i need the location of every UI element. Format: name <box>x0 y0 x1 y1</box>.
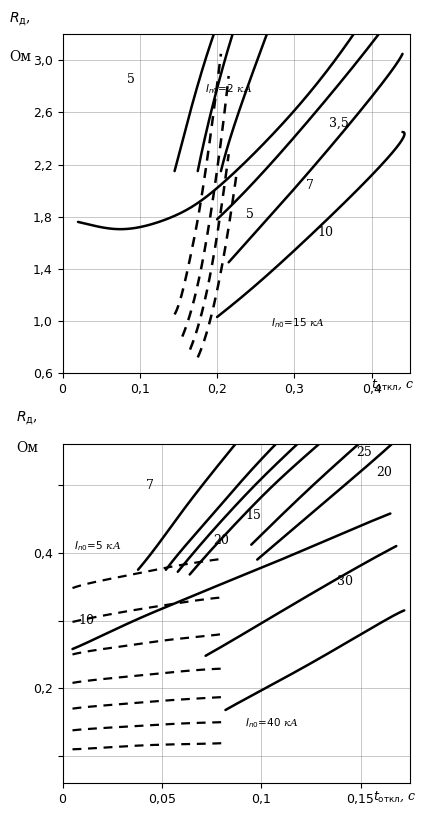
Text: $I_{n0}\!=\!2$ кА: $I_{n0}\!=\!2$ кА <box>205 83 252 96</box>
Text: $I_{n0}\!=\!40$ кА: $I_{n0}\!=\!40$ кА <box>245 717 299 730</box>
Text: 7: 7 <box>146 479 153 492</box>
Text: 5: 5 <box>127 74 134 87</box>
Text: $I_{n0}\!=\!5$ кА: $I_{n0}\!=\!5$ кА <box>74 539 121 553</box>
Text: 20: 20 <box>213 534 229 547</box>
Text: 3,5: 3,5 <box>328 116 348 129</box>
Text: Ом: Ом <box>16 441 38 455</box>
Text: Ом: Ом <box>9 50 31 64</box>
Text: $t_\mathrm{откл}$, с: $t_\mathrm{откл}$, с <box>372 790 415 805</box>
Text: $I_{n0}\!=\!15$ кА: $I_{n0}\!=\!15$ кА <box>271 317 324 330</box>
Text: 20: 20 <box>376 467 391 480</box>
Text: $R_\mathrm{д}$,: $R_\mathrm{д}$, <box>9 10 31 28</box>
Text: $t_\mathrm{откл}$, с: $t_\mathrm{откл}$, с <box>370 377 413 392</box>
Text: 10: 10 <box>78 614 94 627</box>
Text: $R_\mathrm{д}$,: $R_\mathrm{д}$, <box>16 410 37 427</box>
Text: 30: 30 <box>336 575 352 587</box>
Text: 5: 5 <box>245 208 253 221</box>
Text: 25: 25 <box>356 446 371 459</box>
Text: 7: 7 <box>305 179 313 192</box>
Text: 10: 10 <box>317 225 333 239</box>
Text: 15: 15 <box>245 509 261 522</box>
